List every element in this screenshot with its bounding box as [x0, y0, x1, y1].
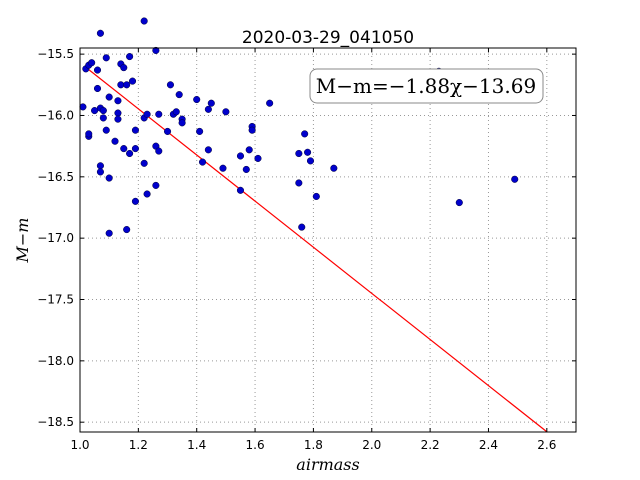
data-point: [102, 54, 110, 62]
data-point: [126, 149, 134, 158]
x-tick-label: 1.0: [70, 438, 89, 452]
data-point: [204, 146, 212, 154]
x-tick-label: 1.6: [246, 438, 265, 452]
x-tick-label: 1.2: [129, 438, 148, 452]
data-point: [96, 168, 104, 176]
data-point: [301, 130, 309, 138]
x-tick-label: 2.2: [421, 438, 440, 452]
data-point: [204, 105, 212, 113]
data-point: [114, 97, 122, 105]
data-point: [172, 108, 180, 116]
data-point: [131, 197, 139, 205]
data-point: [304, 148, 312, 156]
y-tick-label: −17.5: [37, 293, 74, 307]
y-tick-label: −18.5: [37, 415, 74, 429]
data-point: [166, 81, 174, 89]
data-point: [330, 164, 338, 172]
data-point: [245, 146, 253, 154]
data-point: [312, 192, 320, 200]
data-point: [143, 190, 151, 198]
data-point: [248, 126, 256, 134]
y-tick-label: −18.0: [37, 354, 74, 368]
data-point: [155, 147, 163, 155]
points-layer: [79, 17, 519, 237]
data-point: [99, 107, 107, 115]
data-point: [198, 158, 207, 166]
data-point: [236, 186, 245, 194]
x-tick-label: 2.0: [362, 438, 381, 452]
data-point: [298, 223, 306, 231]
data-point: [93, 84, 102, 93]
grid-layer: [79, 48, 576, 432]
y-tick-label: −16.0: [37, 108, 74, 122]
fit-equation: M−m=−1.88χ−13.69: [316, 74, 536, 98]
data-point: [193, 95, 201, 104]
tick-layer: 1.0 1.2 1.4 1.6 1.8 2.0 2.2 2.4 2.6 −15.5 −16.0 −16…: [37, 47, 576, 452]
data-point: [114, 115, 122, 123]
data-point: [219, 164, 227, 172]
y-tick-label: −15.5: [37, 47, 74, 61]
x-tick-label: 2.4: [479, 438, 498, 452]
data-point: [123, 81, 131, 89]
data-point: [163, 127, 172, 135]
data-point: [140, 159, 148, 167]
data-point: [143, 110, 151, 118]
data-point: [79, 103, 87, 111]
data-point: [140, 17, 148, 25]
data-point: [155, 110, 163, 118]
data-point: [236, 152, 245, 160]
data-point: [306, 157, 315, 165]
data-point: [131, 126, 139, 134]
data-point: [126, 53, 134, 61]
data-point: [120, 64, 128, 72]
data-point: [102, 126, 110, 134]
x-tick-label: 1.4: [187, 438, 206, 452]
data-point: [88, 59, 96, 67]
data-point: [295, 149, 303, 158]
data-point: [93, 66, 102, 74]
data-point: [511, 175, 519, 183]
data-point: [207, 99, 215, 107]
y-axis-label: M−m: [13, 218, 32, 264]
y-tick-label: −16.5: [37, 170, 74, 184]
data-point: [175, 91, 183, 99]
data-point: [85, 130, 93, 138]
data-point: [114, 109, 122, 117]
data-point: [120, 145, 128, 153]
data-point: [105, 93, 113, 101]
data-point: [111, 137, 119, 145]
plot-frame: [79, 47, 577, 433]
data-point: [254, 154, 262, 162]
x-axis-label: airmass: [296, 455, 359, 474]
data-point: [196, 127, 204, 135]
fit-line: [88, 69, 548, 433]
data-point: [242, 165, 250, 174]
data-point: [178, 119, 186, 127]
data-point: [123, 226, 131, 234]
fit-layer: [88, 69, 548, 433]
data-point: [266, 99, 274, 107]
data-point: [455, 199, 463, 207]
y-tick-label: −17.0: [37, 231, 74, 245]
data-point: [152, 46, 160, 55]
x-tick-label: 1.8: [304, 438, 323, 452]
data-point: [105, 174, 113, 182]
data-point: [152, 181, 160, 189]
data-point: [128, 77, 137, 85]
data-point: [105, 229, 113, 237]
data-point: [295, 179, 303, 187]
data-point: [96, 29, 104, 37]
fit-equation-box: M−m=−1.88χ−13.69: [309, 68, 544, 104]
chart-title: 2020-03-29_041050: [242, 28, 414, 48]
data-point: [99, 114, 107, 122]
data-point: [131, 145, 139, 153]
fit-equation-frame: [309, 68, 544, 104]
x-tick-label: 2.6: [537, 438, 556, 452]
data-point: [96, 162, 104, 170]
data-point: [222, 108, 230, 116]
